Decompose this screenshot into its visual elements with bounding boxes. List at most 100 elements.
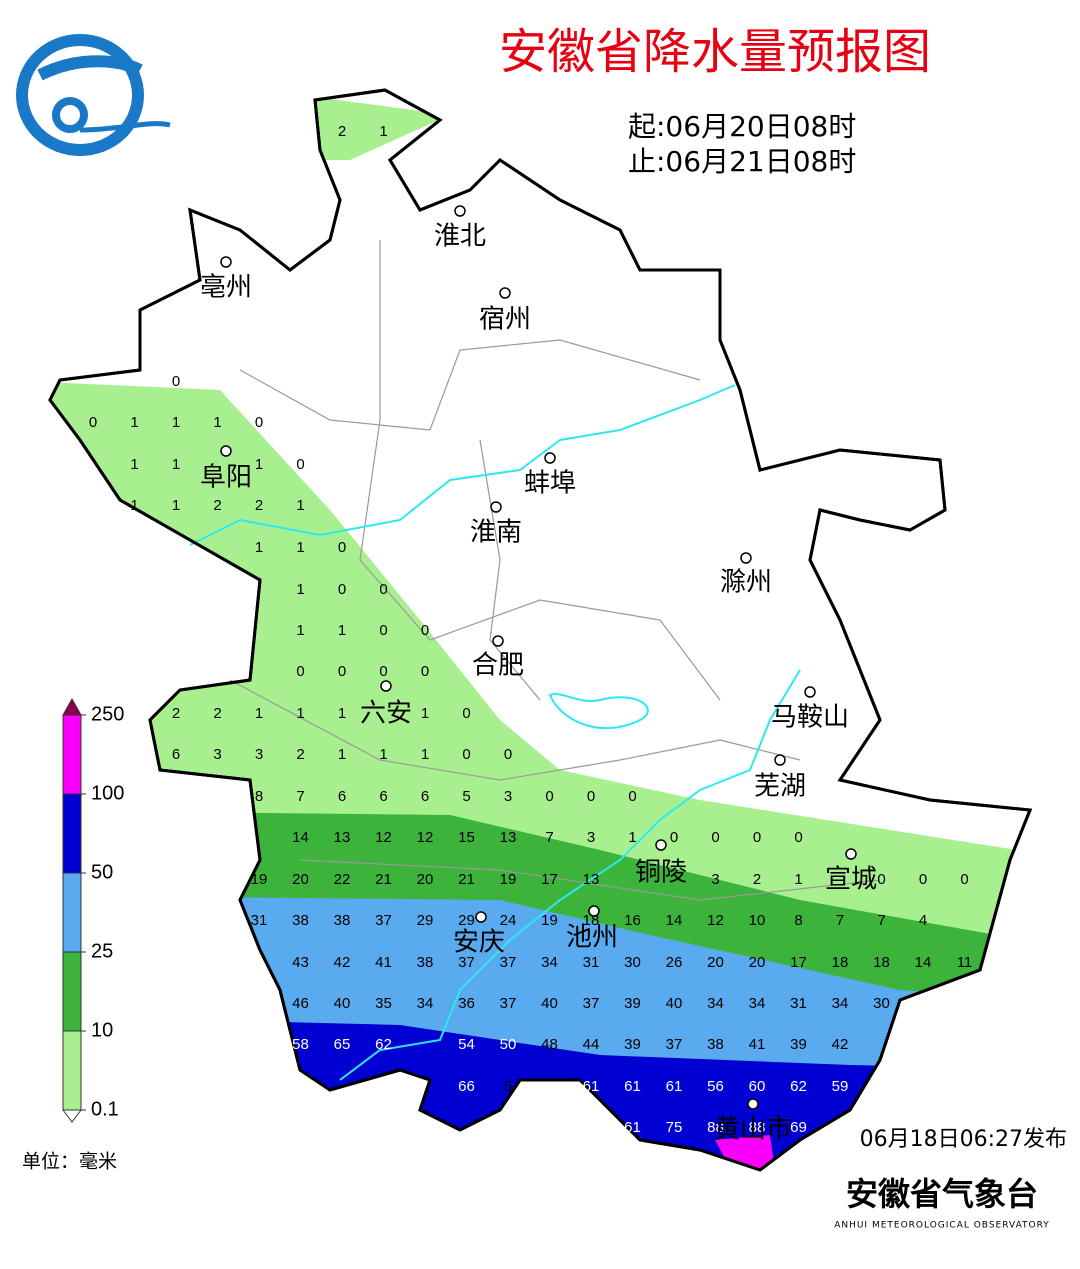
rain-value: 65 [334,1036,351,1053]
rain-value: 19 [251,871,268,888]
rain-value: 60 [749,1078,766,1095]
rain-value: 0 [794,829,802,846]
rain-value: 12 [707,912,724,929]
rain-value: 13 [583,871,600,888]
rain-value: 12 [375,829,392,846]
rain-value: 0 [877,871,885,888]
city-label: 蚌埠 [524,469,576,499]
rain-value: 30 [624,954,641,971]
legend-tick-label: 10 [91,1019,113,1041]
rain-value: 3 [587,829,595,846]
rain-value: 3 [255,746,263,763]
rain-value: 37 [458,954,475,971]
rain-value: 1 [296,581,304,598]
rain-value: 14 [915,954,932,971]
rain-value: 0 [753,829,761,846]
rain-value: 14 [666,912,683,929]
end-time: 止:06月21日08时 [628,145,856,178]
rain-value: 0 [421,622,429,639]
rain-value: 61 [624,1078,641,1095]
legend-swatch [62,872,82,953]
rain-value: 0 [296,663,304,680]
rain-value: 0 [255,414,263,431]
rain-value: 0 [89,414,97,431]
rain-value: 0 [587,788,595,805]
rain-value: 20 [417,871,434,888]
rain-value: 2 [296,746,304,763]
rain-value: 18 [873,954,890,971]
rain-value: 48 [541,1036,558,1053]
rain-value: 10 [749,912,766,929]
rain-value: 75 [666,1119,683,1136]
rain-value: 1 [296,705,304,722]
rain-value: 1 [628,829,636,846]
rain-value: 13 [334,829,351,846]
city-dot [804,686,816,698]
rain-value: 20 [749,954,766,971]
rain-value: 66 [458,1078,475,1095]
city-label: 淮南 [470,518,522,548]
rain-value: 1 [255,456,263,473]
rain-value: 0 [172,373,180,390]
rain-value: 62 [790,1078,807,1095]
rain-value: 40 [541,995,558,1012]
city-label: 宣城 [825,865,877,895]
city-dot [747,1098,759,1110]
city-label: 六安 [360,699,412,729]
rain-value: 8 [794,912,802,929]
rain-value: 36 [458,995,475,1012]
logo [16,34,171,156]
rain-value: 35 [375,995,392,1012]
province-outline [48,88,1033,1172]
rain-value: 39 [790,1036,807,1053]
legend-tick-label: 100 [91,782,124,804]
rain-value: 7 [545,829,553,846]
rain-value: 6 [338,788,346,805]
rain-value: 12 [417,829,434,846]
city-label: 合肥 [472,651,524,681]
rain-value: 1 [421,746,429,763]
rain-value: 0 [504,746,512,763]
rain-value: 42 [334,954,351,971]
city-label: 滁州 [720,568,772,598]
rain-value: 2 [213,705,221,722]
rain-value: 7 [296,788,304,805]
rain-value: 41 [375,954,392,971]
rain-value: 1 [172,497,180,514]
city-dot [492,635,504,647]
rain-value: 40 [666,995,683,1012]
rain-value: 46 [292,995,309,1012]
legend-swatch [62,951,82,1032]
rain-value: 14 [292,829,309,846]
legend-arrow [62,697,82,716]
rain-value: 31 [583,954,600,971]
rain-value: 0 [919,871,927,888]
rain-value: 31 [251,912,268,929]
city-dot [655,839,667,851]
rain-value: 0 [379,622,387,639]
legend-swatch [62,714,82,795]
rain-value: 34 [417,995,434,1012]
org-name: 安徽省气象台 [846,1175,1038,1213]
rain-value: 39 [624,995,641,1012]
rain-value: 0 [338,539,346,556]
rain-value: 61 [624,1119,641,1136]
rain-value: 42 [832,1036,849,1053]
rain-value: 1 [255,539,263,556]
rain-value: 6 [379,788,387,805]
rain-value: 38 [707,1036,724,1053]
city-dot [740,552,752,564]
rain-value: 0 [670,829,678,846]
legend-tick-label: 250 [91,703,124,725]
rain-value: 43 [292,954,309,971]
city-dot [499,287,511,299]
city-dot [774,754,786,766]
rain-value: 2 [338,123,346,140]
city-label: 池州 [566,923,618,953]
rain-value: 26 [666,954,683,971]
rain-value: 69 [790,1119,807,1136]
rain-value: 34 [707,995,724,1012]
rain-value: 1 [338,746,346,763]
rain-value: 1 [130,414,138,431]
